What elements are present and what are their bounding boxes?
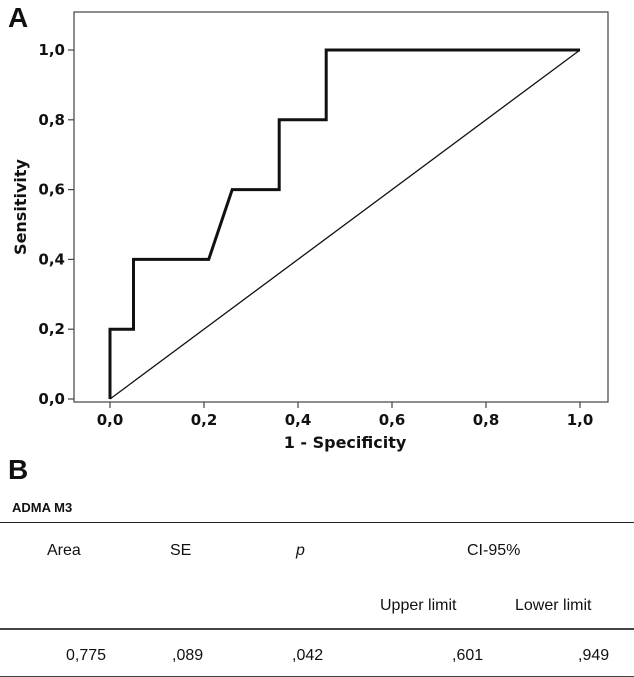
x-axis-title: 1 - Specificity [284,433,407,452]
subheader-lower-limit: Lower limit [515,597,592,614]
cell-lower: ,949 [578,647,610,664]
panel-label-a: A [8,2,29,33]
cell-se: ,089 [172,647,204,664]
y-axis-title: Sensitivity [11,158,30,254]
x-axis-ticks: 0,0 0,2 0,4 0,6 0,8 1,0 [97,402,594,429]
reference-diagonal-line [109,49,581,400]
panel-label-b: B [8,454,29,485]
plot-frame [73,11,609,403]
subheader-upper-limit: Upper limit [380,597,457,614]
series-layer [108,48,581,400]
y-tick-label: 0,4 [38,250,65,268]
cell-area: 0,775 [66,647,107,664]
y-tick-label: 0,0 [38,390,65,408]
table-title: ADMA M3 [12,500,73,515]
x-tick-label: 1,0 [567,411,594,429]
header-se: SE [170,542,192,559]
header-ci: CI-95% [467,542,521,559]
table-mid-rule [0,628,634,630]
roc-curve-line [108,48,580,399]
x-tick-label: 0,8 [473,411,500,429]
header-area: Area [47,542,81,559]
x-tick-label: 0,6 [379,411,406,429]
cell-upper: ,601 [452,647,484,664]
x-tick-label: 0,4 [285,411,312,429]
header-p: p [296,542,305,559]
roc-chart: 0,0 0,2 0,4 0,6 0,8 1,0 0,0 0,2 0,4 0,6 0,8 1,0 1 … [11,11,609,452]
y-tick-label: 0,6 [38,181,65,199]
cell-p: ,042 [292,647,324,664]
x-tick-label: 0,0 [97,411,124,429]
x-tick-label: 0,2 [191,411,218,429]
y-tick-label: 0,8 [38,111,65,129]
table-top-rule [0,522,634,523]
y-axis-ticks: 0,0 0,2 0,4 0,6 0,8 1,0 [38,41,74,408]
y-tick-label: 1,0 [38,41,65,59]
y-tick-label: 0,2 [38,320,65,338]
